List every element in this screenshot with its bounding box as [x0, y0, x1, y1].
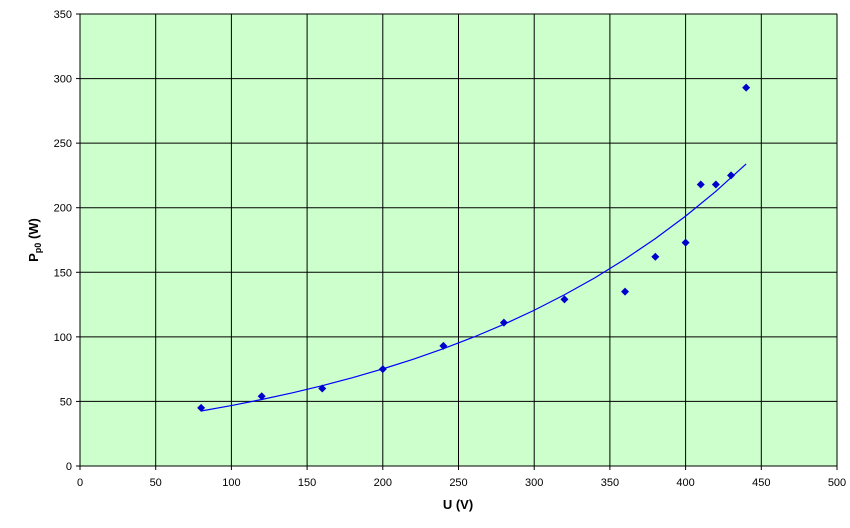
- x-tick-label: 250: [449, 477, 467, 489]
- data-point: [499, 318, 508, 327]
- y-tick-label: 0: [66, 461, 72, 473]
- y-tick-label: 50: [60, 396, 72, 408]
- data-point: [727, 171, 736, 180]
- x-tick-label: 50: [150, 477, 162, 489]
- data-point: [651, 252, 660, 261]
- x-tick-label: 450: [752, 477, 770, 489]
- y-tick-label: 100: [54, 332, 72, 344]
- data-point: [696, 180, 705, 189]
- data-point: [439, 341, 448, 350]
- data-point: [257, 392, 266, 401]
- x-tick-label: 200: [374, 477, 392, 489]
- y-tick-label: 300: [54, 74, 72, 86]
- y-axis-title: Pp0 (W): [26, 218, 43, 262]
- y-axis-title-main: P: [26, 253, 41, 262]
- y-axis-title-unit: (W): [26, 218, 41, 243]
- x-tick-label: 0: [77, 477, 83, 489]
- x-tick-label: 500: [828, 477, 846, 489]
- y-axis-title-sub: p0: [33, 243, 43, 254]
- data-point: [560, 295, 569, 304]
- y-tick-label: 250: [54, 138, 72, 150]
- data-point: [621, 287, 630, 296]
- x-tick-label: 300: [525, 477, 543, 489]
- data-point: [318, 384, 327, 393]
- data-point: [197, 403, 206, 412]
- x-tick-label: 100: [222, 477, 240, 489]
- data-point: [742, 83, 751, 92]
- x-tick-label: 150: [298, 477, 316, 489]
- y-tick-label: 150: [54, 267, 72, 279]
- data-point: [681, 238, 690, 247]
- x-axis-title: U (V): [443, 497, 473, 512]
- y-tick-label: 200: [54, 203, 72, 215]
- x-tick-label: 350: [601, 477, 619, 489]
- trendline: [201, 163, 747, 412]
- data-point: [378, 365, 387, 374]
- data-point: [711, 180, 720, 189]
- x-tick-label: 400: [676, 477, 694, 489]
- y-tick-label: 350: [54, 9, 72, 21]
